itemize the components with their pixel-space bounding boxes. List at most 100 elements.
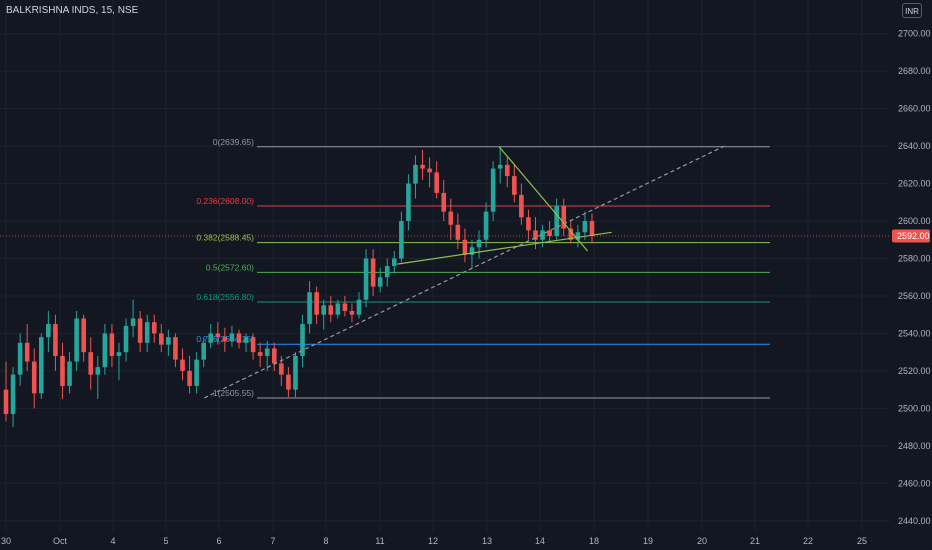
candle-body <box>144 322 150 343</box>
time-axis[interactable]: 30 Oct 4 5 6 7 8 11 12 13 14 18 19 20 21 22 25 <box>1 536 867 546</box>
fib-level-label: 0.236(2608.00) <box>196 196 254 206</box>
candle-body <box>46 324 51 338</box>
fib-level-label: 0.5(2572.60) <box>206 262 254 272</box>
candle-body <box>462 239 468 255</box>
candle-body <box>229 333 235 341</box>
candle-body <box>406 183 411 222</box>
candle-body <box>194 359 199 386</box>
candle-body <box>413 164 418 184</box>
candle-body <box>17 342 23 375</box>
candle-body <box>575 232 581 240</box>
candle-body <box>39 337 44 394</box>
candle-body <box>356 299 362 315</box>
candles <box>3 146 595 428</box>
candle-body <box>137 318 143 343</box>
price-axis[interactable]: 2440.00 2460.00 2480.00 2500.00 2520.00 2540.… <box>898 29 931 526</box>
candle-body <box>568 228 574 240</box>
x-tick-label: 13 <box>482 536 492 546</box>
candle-body <box>95 367 101 375</box>
candle-body <box>483 211 489 240</box>
candle-body <box>349 310 355 315</box>
candle-body <box>399 221 404 259</box>
candle-body <box>434 172 439 193</box>
currency-badge[interactable]: INR <box>902 3 922 18</box>
candle-body <box>24 342 30 362</box>
candle-body <box>81 318 86 353</box>
candle-body <box>561 206 567 229</box>
candle-body <box>589 221 595 237</box>
candle-body <box>504 164 510 177</box>
candle-body <box>512 176 517 195</box>
trendline-upper[interactable] <box>498 146 589 252</box>
candle-body <box>476 239 482 248</box>
x-tick-label: Oct <box>53 536 68 546</box>
candle-body <box>377 277 383 287</box>
candle-body <box>130 318 136 326</box>
fib-level-label: 0.382(2588.45) <box>196 233 254 243</box>
candle-body <box>554 206 559 237</box>
candle-body <box>53 324 58 356</box>
current-price-label: 2592.00 <box>897 231 930 241</box>
x-tick-label: 25 <box>857 536 867 546</box>
candle-body <box>250 337 256 353</box>
candle-body <box>582 221 588 233</box>
x-tick-label: 7 <box>270 536 275 546</box>
candle-body <box>300 324 305 356</box>
candle-body <box>31 361 37 394</box>
candle-body <box>286 374 291 390</box>
trendline-lower[interactable] <box>397 231 612 265</box>
candle-body <box>102 333 108 368</box>
candle-body <box>222 337 228 341</box>
candle-body <box>448 211 454 225</box>
x-tick-label: 6 <box>216 536 221 546</box>
y-tick-label: 2700.00 <box>898 29 931 39</box>
y-tick-label: 2560.00 <box>898 291 931 301</box>
candle-body <box>243 337 249 343</box>
x-tick-label: 12 <box>428 536 438 546</box>
candle-body <box>123 325 129 353</box>
y-tick-label: 2600.00 <box>898 216 931 226</box>
candle-body <box>109 333 115 356</box>
x-tick-label: 4 <box>110 536 115 546</box>
candle-body <box>384 266 390 278</box>
candle-body <box>547 230 552 237</box>
y-tick-label: 2460.00 <box>898 478 931 488</box>
candle-body <box>314 292 319 315</box>
candle-body <box>264 348 270 356</box>
candle-body <box>497 164 503 169</box>
symbol-title[interactable]: BALKRISHNA INDS, 15, NSE <box>6 5 139 16</box>
trendlines[interactable] <box>204 145 725 399</box>
y-tick-label: 2660.00 <box>898 104 931 114</box>
candle-body <box>180 359 185 371</box>
candle-body <box>257 352 263 356</box>
candle-body <box>74 318 79 362</box>
candle-body <box>392 258 397 266</box>
x-tick-label: 8 <box>323 536 328 546</box>
candle-body <box>236 333 242 343</box>
y-tick-label: 2440.00 <box>898 516 931 526</box>
candle-body <box>166 337 171 345</box>
current-price-tag-bg <box>892 229 930 243</box>
candle-body <box>540 230 545 240</box>
candle-body <box>187 370 192 386</box>
candle-body <box>201 342 206 360</box>
y-tick-label: 2640.00 <box>898 141 931 151</box>
candle-body <box>215 333 221 338</box>
candle-body <box>519 194 524 218</box>
x-tick-label: 30 <box>1 536 11 546</box>
y-tick-label: 2540.00 <box>898 328 931 338</box>
candle-body <box>116 352 122 356</box>
candle-body <box>10 374 16 414</box>
candle-body <box>3 389 9 414</box>
candle-body <box>469 247 475 255</box>
candle-body <box>526 217 531 231</box>
candle-body <box>271 348 277 364</box>
x-tick-label: 11 <box>375 536 384 546</box>
y-tick-label: 2520.00 <box>898 366 931 376</box>
candle-body <box>88 352 94 375</box>
candle-body <box>321 305 326 315</box>
y-tick-label: 2480.00 <box>898 441 931 451</box>
trendline-dashed[interactable] <box>204 145 725 399</box>
